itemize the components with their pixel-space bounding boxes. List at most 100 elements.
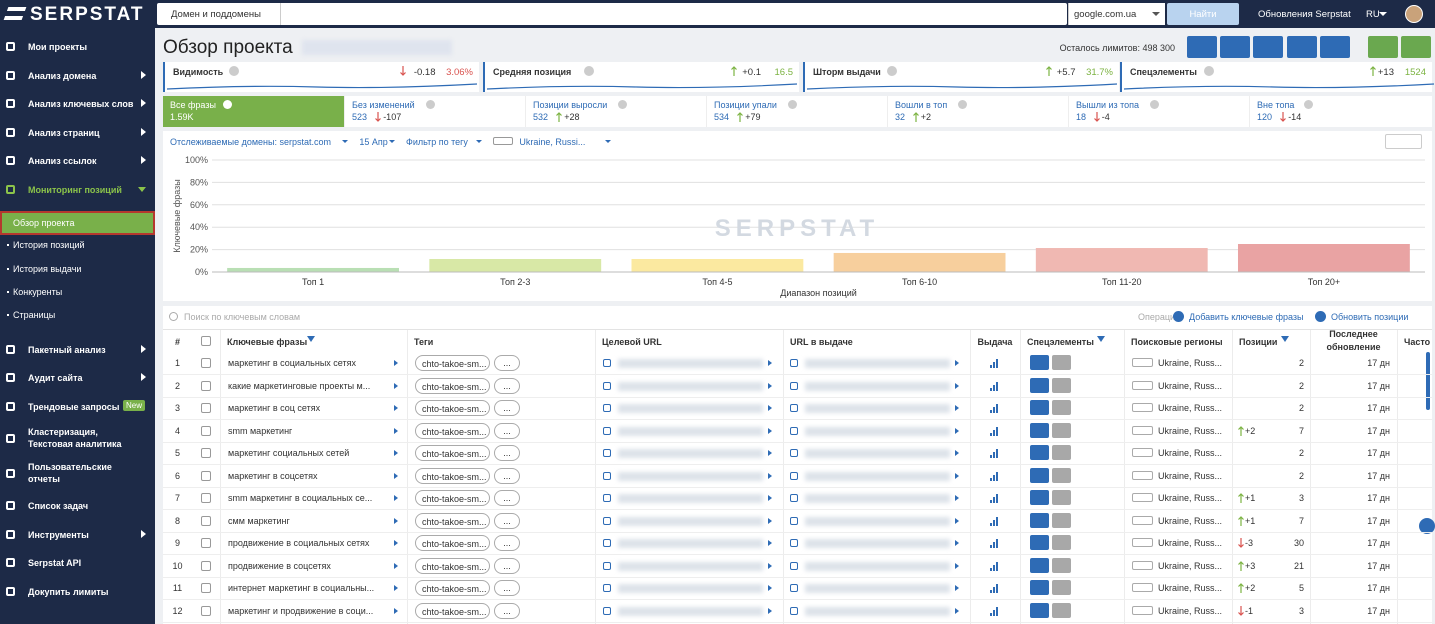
special-blue[interactable]: [1030, 422, 1049, 438]
tab[interactable]: Позиции выросли 532 +28: [525, 96, 706, 127]
column-header[interactable]: Целевой URL: [602, 337, 662, 347]
tab[interactable]: Все фразы 1.59K: [163, 96, 344, 127]
tab[interactable]: Позиции упали 534 +79: [706, 96, 887, 127]
scroll-button[interactable]: [1419, 518, 1435, 534]
tag-more[interactable]: ...: [494, 602, 520, 619]
special-grey[interactable]: [1052, 535, 1071, 550]
tag[interactable]: chto-takoe-sm...: [415, 355, 490, 371]
special-grey[interactable]: [1052, 557, 1071, 573]
tag[interactable]: chto-takoe-sm...: [415, 535, 490, 551]
operations[interactable]: Операции: [1138, 312, 1181, 322]
special-blue[interactable]: [1030, 557, 1049, 573]
keyword-search[interactable]: Поиск по ключевым словам: [184, 312, 301, 322]
tag-more[interactable]: ...: [494, 445, 520, 461]
special-grey[interactable]: [1052, 355, 1071, 370]
special-grey[interactable]: [1052, 445, 1071, 460]
tag-more[interactable]: ...: [494, 580, 520, 596]
tag[interactable]: chto-takoe-sm...: [415, 557, 490, 574]
submenu-item[interactable]: Обзор проекта: [13, 218, 75, 228]
column-header[interactable]: Спецэлементы: [1027, 337, 1094, 347]
row-checkbox[interactable]: [201, 583, 211, 593]
column-header[interactable]: Поисковые регионы: [1131, 337, 1223, 347]
menu-item[interactable]: Аудит сайта: [28, 373, 83, 383]
keyword[interactable]: маркетинг социальных сетей: [228, 448, 350, 458]
column-header[interactable]: Последнее обновление: [1326, 329, 1381, 352]
menu-item[interactable]: Пакетный анализ: [28, 345, 106, 355]
tag[interactable]: chto-takoe-sm...: [415, 580, 490, 596]
tag[interactable]: chto-takoe-sm...: [415, 602, 490, 619]
tag[interactable]: chto-takoe-sm...: [415, 377, 490, 394]
special-grey[interactable]: [1052, 422, 1071, 438]
special-blue[interactable]: [1030, 445, 1049, 460]
toolbar-button[interactable]: [1220, 36, 1250, 58]
keyword[interactable]: продвижение в социальных сетях: [228, 538, 370, 548]
menu-item[interactable]: Мои проекты: [28, 42, 88, 52]
tag-more[interactable]: ...: [494, 400, 520, 416]
special-blue[interactable]: [1030, 377, 1049, 393]
tag[interactable]: chto-takoe-sm...: [415, 445, 490, 461]
filter[interactable]: Ukraine, Russi...: [519, 137, 586, 147]
filter[interactable]: Отслеживаемые домены: serpstat.com: [170, 137, 331, 147]
keyword[interactable]: маркетинг в соцсетях: [228, 470, 318, 481]
toolbar-button[interactable]: [1287, 36, 1317, 58]
tag-more[interactable]: ...: [494, 467, 520, 484]
avatar[interactable]: [1405, 5, 1423, 23]
menu-item[interactable]: Инструменты: [28, 530, 89, 540]
keyword[interactable]: интернет маркетинг в социальны...: [228, 583, 375, 593]
submenu-item[interactable]: История выдачи: [13, 264, 82, 274]
special-blue[interactable]: [1030, 512, 1049, 528]
tag[interactable]: chto-takoe-sm...: [415, 512, 490, 529]
special-grey[interactable]: [1052, 467, 1071, 483]
chart-toggle[interactable]: [1385, 134, 1422, 149]
search-button[interactable]: Найти: [1167, 3, 1239, 25]
language[interactable]: RU: [1366, 9, 1380, 20]
toolbar-button[interactable]: [1187, 36, 1217, 58]
column-header[interactable]: Позиции: [1239, 337, 1278, 347]
menu-item[interactable]: Мониторинг позиций: [28, 185, 122, 195]
row-checkbox[interactable]: [201, 470, 211, 481]
submenu-item[interactable]: Конкуренты: [13, 287, 63, 297]
menu-item[interactable]: Serpstat API: [28, 558, 82, 568]
column-header[interactable]: Часто: [1404, 337, 1431, 347]
row-checkbox[interactable]: [201, 380, 211, 391]
keyword[interactable]: какие маркетинговые проекты м...: [228, 380, 371, 391]
column-header[interactable]: Теги: [414, 337, 434, 347]
row-checkbox[interactable]: [201, 493, 211, 503]
row-checkbox[interactable]: [201, 538, 211, 548]
updates-link[interactable]: Обновления Serpstat: [1258, 9, 1351, 20]
tag-more[interactable]: ...: [494, 557, 520, 574]
tab[interactable]: Вошли в топ 32 +2: [887, 96, 1068, 127]
tag-more[interactable]: ...: [494, 512, 520, 529]
menu-item[interactable]: Анализ ключевых слов: [28, 99, 134, 109]
special-grey[interactable]: [1052, 602, 1071, 618]
row-checkbox[interactable]: [201, 448, 211, 458]
special-grey[interactable]: [1052, 580, 1071, 595]
toolbar-button[interactable]: [1320, 36, 1350, 58]
submenu-item[interactable]: История позиций: [13, 240, 85, 250]
row-checkbox[interactable]: [201, 358, 211, 368]
row-checkbox[interactable]: [201, 403, 211, 413]
tag[interactable]: chto-takoe-sm...: [415, 467, 490, 484]
keyword[interactable]: продвижение в соцсетях: [228, 560, 331, 571]
special-blue[interactable]: [1030, 602, 1049, 618]
menu-item[interactable]: Пользовательские отчеты: [28, 462, 112, 484]
special-blue[interactable]: [1030, 467, 1049, 483]
row-checkbox[interactable]: [201, 560, 211, 571]
row-checkbox[interactable]: [201, 425, 211, 436]
special-blue[interactable]: [1030, 400, 1049, 415]
keyword[interactable]: смм маркетинг: [228, 515, 290, 526]
column-header[interactable]: #: [174, 337, 180, 347]
keyword[interactable]: smm маркетинг: [228, 425, 293, 436]
engine-select[interactable]: google.com.ua: [1068, 3, 1165, 25]
tag-more[interactable]: ...: [494, 422, 520, 439]
add-keywords[interactable]: Добавить ключевые фразы: [1189, 312, 1304, 322]
tab[interactable]: Вне топа 120 -14: [1249, 96, 1430, 127]
special-blue[interactable]: [1030, 490, 1049, 505]
filter[interactable]: Фильтр по тегу: [406, 137, 468, 147]
header-checkbox[interactable]: [201, 336, 211, 346]
special-grey[interactable]: [1052, 377, 1071, 393]
menu-item[interactable]: Список задач: [28, 501, 89, 511]
tag-more[interactable]: ...: [494, 490, 520, 506]
special-grey[interactable]: [1052, 400, 1071, 415]
submenu-item[interactable]: Страницы: [13, 310, 56, 320]
